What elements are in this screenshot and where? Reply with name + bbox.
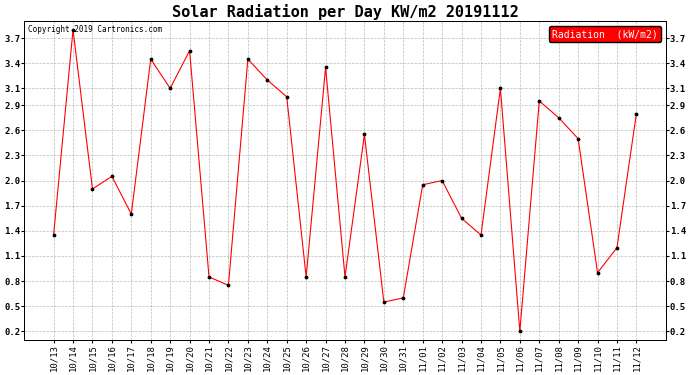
Line: Radiation  (kW/m2): Radiation (kW/m2) (51, 27, 639, 334)
Radiation  (kW/m2) (515, 329, 524, 334)
Title: Solar Radiation per Day KW/m2 20191112: Solar Radiation per Day KW/m2 20191112 (172, 4, 518, 20)
Radiation  (kW/m2) (322, 65, 330, 70)
Radiation  (kW/m2) (50, 233, 58, 237)
Radiation  (kW/m2) (127, 212, 135, 216)
Radiation  (kW/m2) (263, 78, 271, 82)
Radiation  (kW/m2) (88, 187, 97, 191)
Radiation  (kW/m2) (496, 86, 504, 91)
Radiation  (kW/m2) (419, 183, 427, 187)
Radiation  (kW/m2) (360, 132, 368, 137)
Radiation  (kW/m2) (166, 86, 175, 91)
Legend: Radiation  (kW/m2): Radiation (kW/m2) (549, 26, 661, 42)
Radiation  (kW/m2) (632, 111, 640, 116)
Radiation  (kW/m2) (283, 94, 291, 99)
Radiation  (kW/m2) (574, 136, 582, 141)
Radiation  (kW/m2) (108, 174, 116, 178)
Radiation  (kW/m2) (244, 57, 252, 61)
Radiation  (kW/m2) (477, 233, 485, 237)
Radiation  (kW/m2) (224, 283, 233, 288)
Radiation  (kW/m2) (146, 57, 155, 61)
Radiation  (kW/m2) (535, 99, 544, 103)
Radiation  (kW/m2) (399, 296, 407, 300)
Radiation  (kW/m2) (69, 27, 77, 32)
Radiation  (kW/m2) (380, 300, 388, 304)
Radiation  (kW/m2) (341, 275, 349, 279)
Text: Copyright 2019 Cartronics.com: Copyright 2019 Cartronics.com (28, 24, 161, 33)
Radiation  (kW/m2) (438, 178, 446, 183)
Radiation  (kW/m2) (205, 275, 213, 279)
Radiation  (kW/m2) (613, 245, 621, 250)
Radiation  (kW/m2) (555, 116, 563, 120)
Radiation  (kW/m2) (457, 216, 466, 220)
Radiation  (kW/m2) (302, 275, 311, 279)
Radiation  (kW/m2) (593, 270, 602, 275)
Radiation  (kW/m2) (186, 48, 194, 53)
